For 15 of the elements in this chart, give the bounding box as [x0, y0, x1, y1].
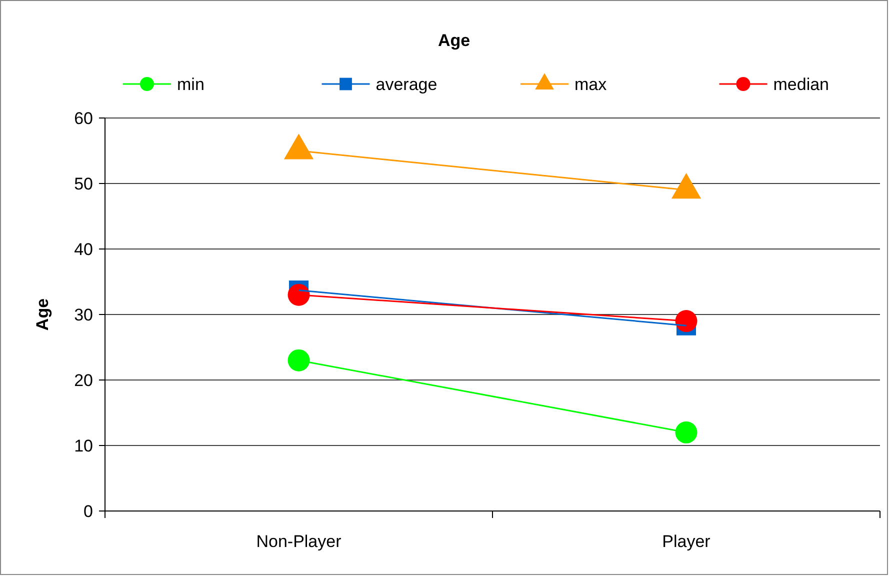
y-tick-label: 40: [74, 240, 93, 259]
y-tick-label: 50: [74, 174, 93, 194]
y-tick-label: 0: [84, 502, 93, 521]
y-tick-label: 20: [74, 370, 93, 390]
legend-label: average: [376, 74, 438, 94]
legend-label: median: [773, 74, 830, 94]
legend-label: min: [177, 74, 204, 94]
y-tick-label: 30: [74, 305, 93, 324]
x-tick-label: Player: [662, 532, 711, 551]
y-tick-label: 10: [74, 436, 93, 456]
chart-title: Age: [438, 31, 470, 50]
x-tick-label: Non-Player: [256, 532, 342, 551]
legend-label: max: [574, 74, 608, 94]
y-axis-title: Age: [33, 298, 52, 331]
y-tick-label: 60: [74, 108, 93, 128]
